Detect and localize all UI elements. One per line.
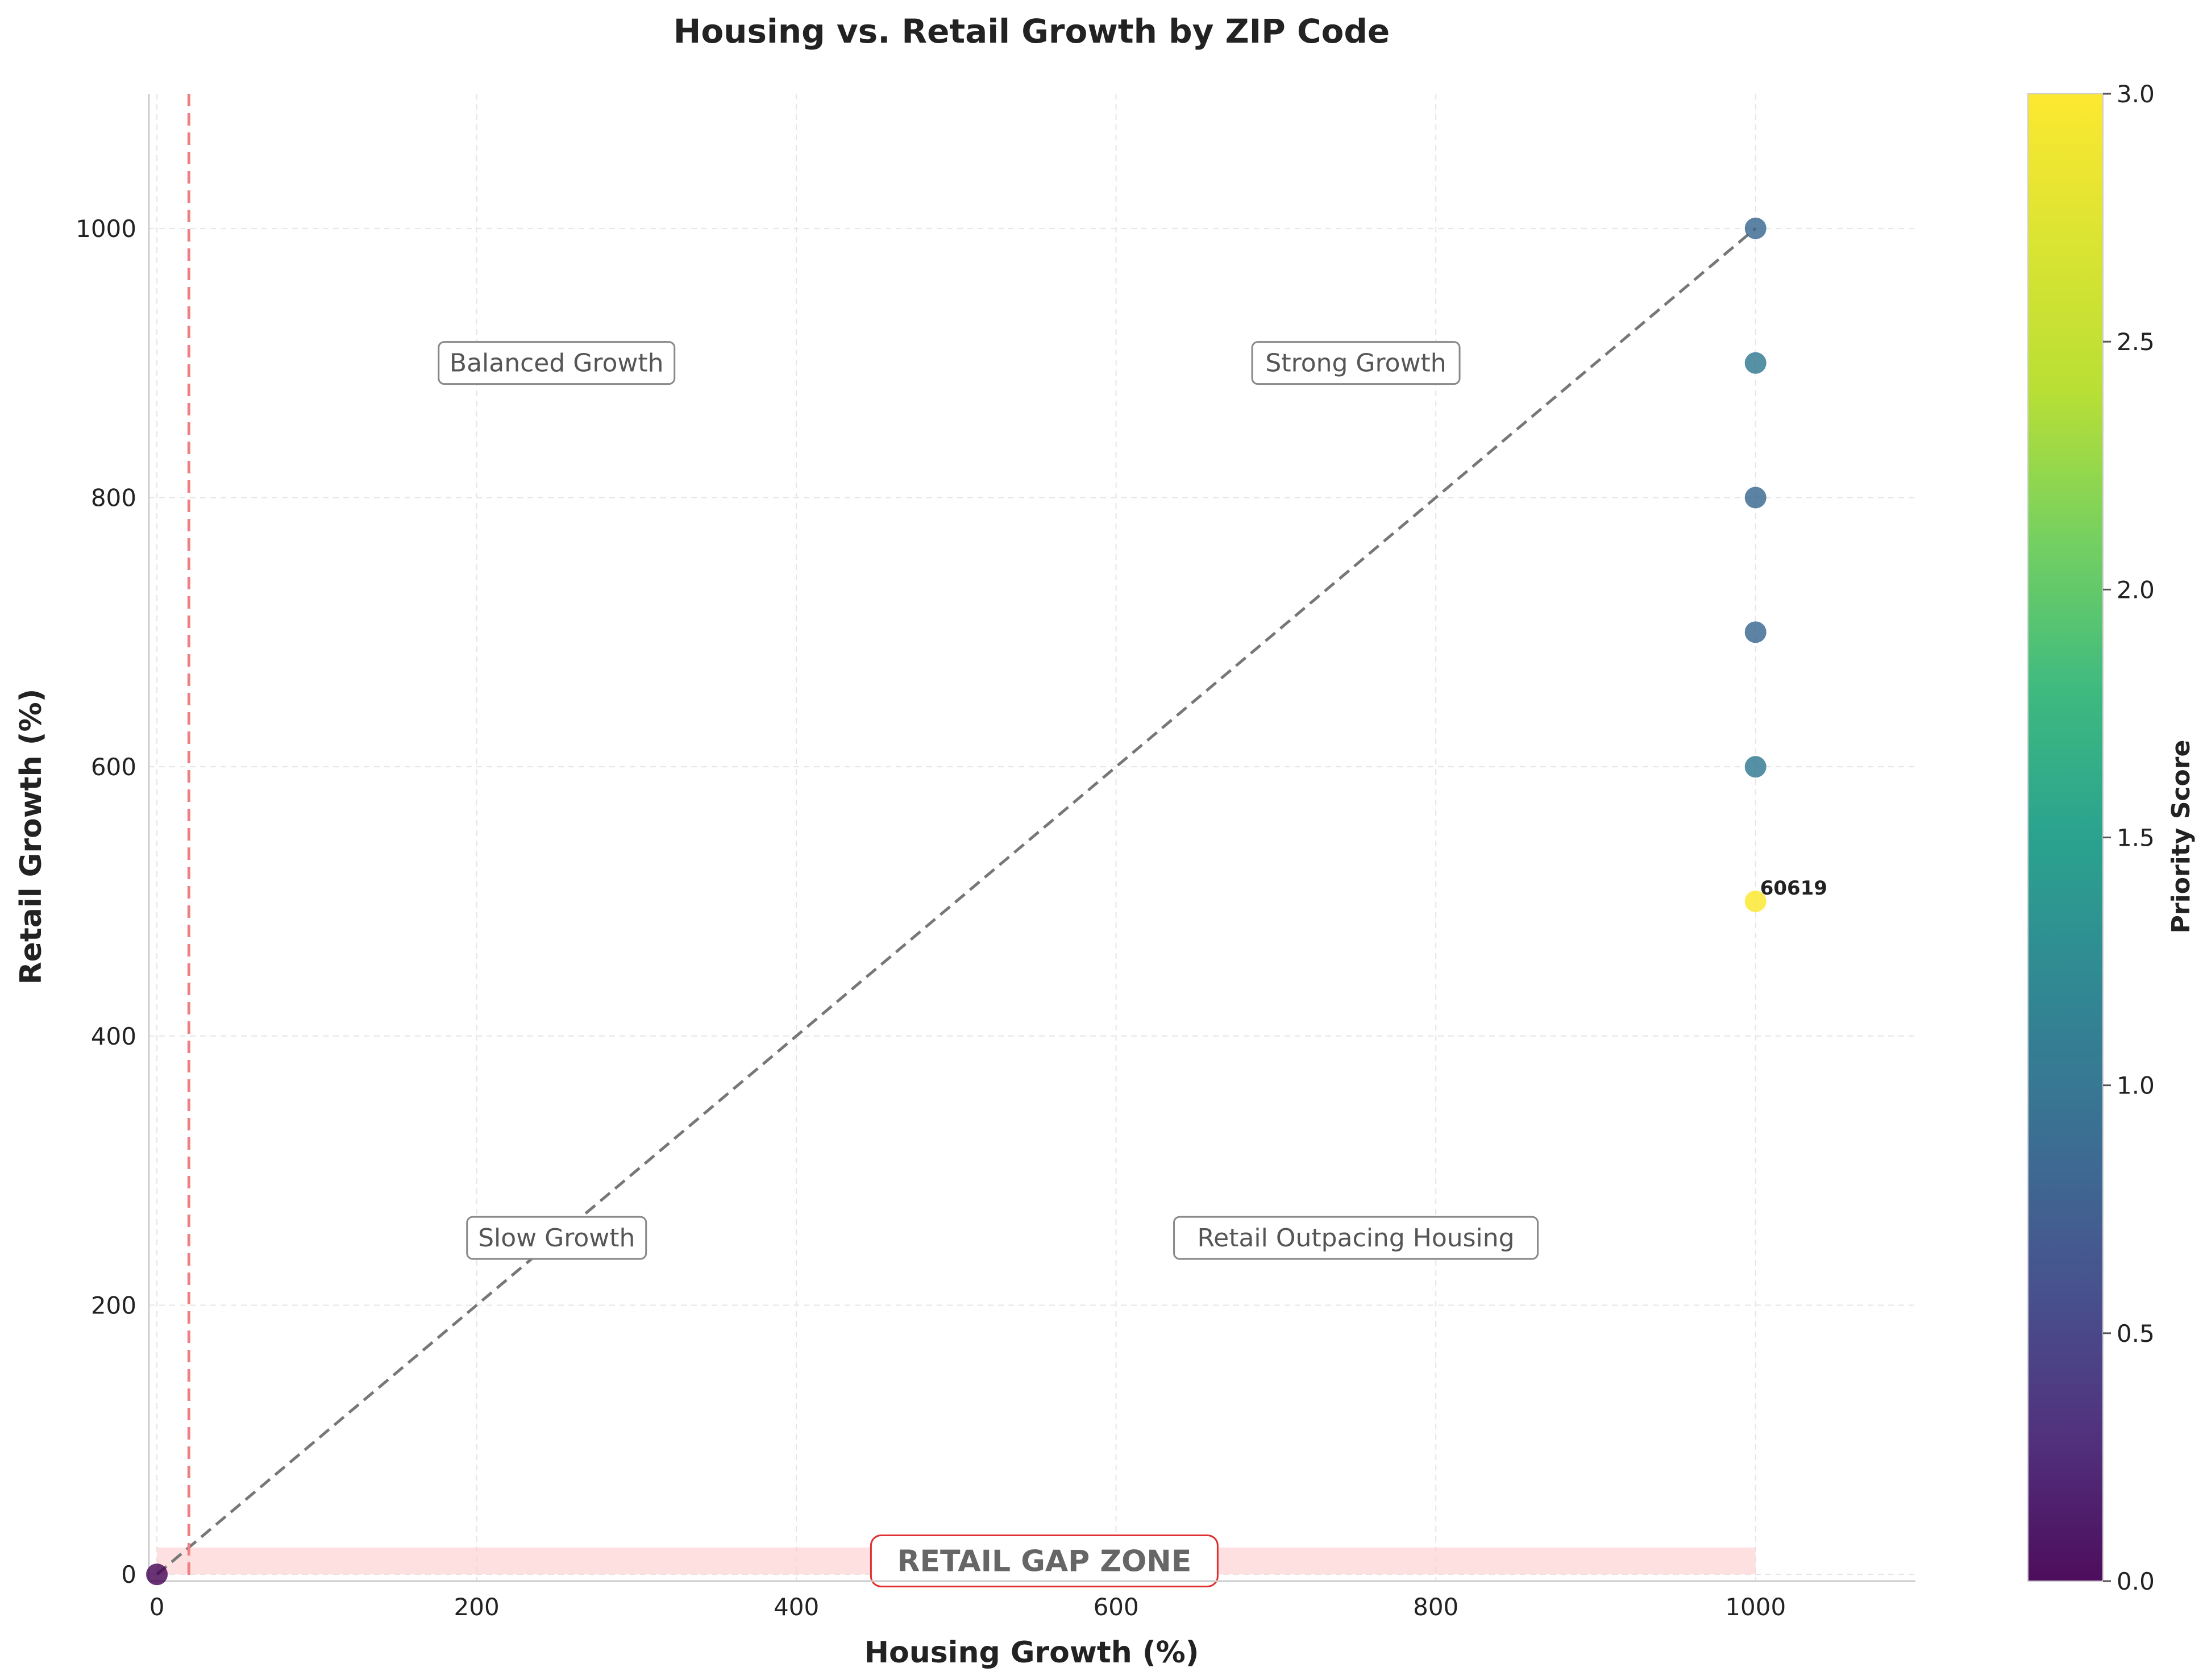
x-tick-label: 600	[1094, 1593, 1139, 1621]
data-point	[1744, 352, 1766, 374]
colorbar-tick-label: 3.0	[2117, 80, 2155, 108]
point-label: 60619	[1760, 877, 1827, 900]
quadrant-labels: Balanced Growth Strong Growth Slow Growth R…	[438, 341, 1539, 1260]
chart-title: Housing vs. Retail Growth by ZIP Code	[674, 12, 1390, 51]
quadrant-label-box	[1173, 1216, 1539, 1260]
colorbar-tick-label: 2.0	[2117, 576, 2155, 604]
quadrant-label-box	[466, 1216, 647, 1260]
data-points: 60619	[146, 217, 1827, 1586]
data-point	[1744, 756, 1766, 778]
colorbar-tick-label: 1.0	[2117, 1072, 2155, 1100]
quadrant-label-box	[438, 341, 676, 385]
quadrant-label: Slow Growth	[478, 1224, 635, 1253]
colorbar-tick-label: 0.0	[2117, 1567, 2155, 1595]
data-point	[1744, 486, 1766, 509]
x-tick-label: 1000	[1725, 1593, 1786, 1621]
colorbar-label: Priority Score	[2167, 740, 2196, 934]
y-tick-label: 0	[121, 1561, 136, 1588]
x-tick-label: 200	[454, 1593, 500, 1621]
y-tick-label: 200	[91, 1291, 136, 1319]
y-tick-label: 1000	[76, 215, 136, 243]
data-point	[1744, 217, 1766, 239]
data-point	[1744, 890, 1766, 912]
data-point	[1744, 621, 1766, 643]
quadrant-label: Strong Growth	[1265, 349, 1446, 378]
gap-zone-group: RETAIL GAP ZONE	[157, 1534, 1756, 1587]
retail-gap-zone-box	[870, 1534, 1219, 1587]
colorbar-tick-label: 2.5	[2117, 328, 2155, 356]
retail-gap-zone-label: RETAIL GAP ZONE	[897, 1544, 1191, 1578]
y-axis-label: Retail Growth (%)	[14, 689, 48, 985]
data-point	[146, 1563, 168, 1586]
axis-ticks: 0 200 400 600 800 1000 0 200 400 600 800 1000	[76, 215, 1786, 1621]
x-tick-label: 400	[774, 1593, 819, 1621]
quadrant-label: Balanced Growth	[450, 349, 664, 378]
quadrant-label-box	[1251, 341, 1461, 385]
colorbar	[2027, 93, 2104, 1582]
y-tick-label: 800	[91, 484, 136, 512]
reference-lines	[156, 94, 1757, 1581]
y-tick-label: 400	[91, 1022, 136, 1050]
parity-diagonal-line	[156, 227, 1757, 1576]
x-tick-label: 0	[149, 1593, 165, 1621]
colorbar-tick-label: 1.5	[2117, 824, 2155, 852]
colorbar-ticks: 0.0 0.5 1.0 1.5 2.0 2.5 3.0	[2103, 80, 2155, 1595]
x-tick-label: 800	[1413, 1593, 1458, 1621]
quadrant-label: Retail Outpacing Housing	[1198, 1224, 1515, 1253]
colorbar-tick-label: 0.5	[2117, 1320, 2155, 1348]
y-tick-label: 600	[91, 753, 136, 781]
x-axis-label: Housing Growth (%)	[864, 1636, 1199, 1670]
